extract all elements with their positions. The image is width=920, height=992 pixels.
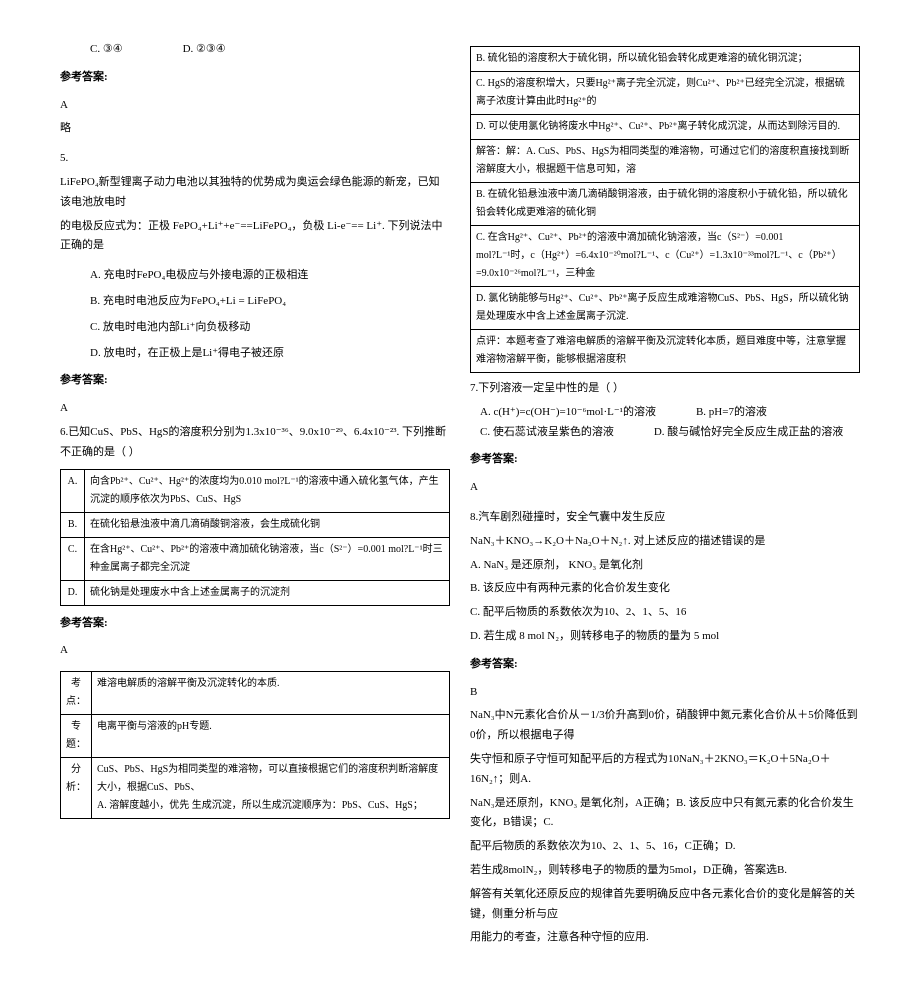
q5-a: A. 充电时FePO₄电极应与外接电源的正极相连 [90,266,450,286]
lue: 略 [60,119,450,139]
exp-6: 解答有关氧化还原反应的规律首先要明确反应中各元素化合价的变化是解答的关键，侧重分… [470,885,860,925]
exp-5: 若生成8molN₂，则转移电子的物质的量为5mol，D正确，答案选B. [470,861,860,881]
analysis-table: 考点：难溶电解质的溶解平衡及沉淀转化的本质. 专题：电离平衡与溶液的pH专题. … [60,671,450,819]
cell-c: C. [61,537,85,580]
q5-b: B. 充电时电池反应为FePO₄+Li = LiFePO₄ [90,292,450,312]
zhuanti-label: 专题： [61,715,92,758]
jc1: C. 在含Hg²⁺、Cu²⁺、Pb²⁺的溶液中滴加硫化钠溶液，当c（S²⁻）=0… [476,232,783,243]
q7: 7.下列溶液一定呈中性的是（ ） [470,379,860,399]
cell-d-text: 硫化钠是处理废水中含上述金属离子的沉淀剂 [85,580,450,605]
exp-3: NaN₃是还原剂，KNO₃ 是氧化剂，A正确；B. 该反应中只有氮元素的化合价发… [470,794,860,834]
answer-label-3: 参考答案: [60,614,450,634]
dp-text: 本题考查了难溶电解质的溶解平衡及沉淀转化本质，题目难度中等，注意掌握难溶物溶解平… [476,336,846,365]
q5-text2: 的电极反应式为：正极 FePO₄+Li⁺+e⁻==LiFePO₄，负极 Li-e… [60,217,450,257]
q8-a: A. NaN₃ 是还原剂， KNO₃ 是氧化剂 [470,556,860,576]
cell-b: B. [61,512,85,537]
jieda-a: 解：A. CuS、PbS、HgS为相同类型的难溶物，可通过它们的溶度积直接找到断… [476,146,849,175]
q5-num: 5. [60,149,450,169]
fenxi-a: A. 溶解度越小，优先 生成沉淀，所以生成沉淀顺序为：PbS、CuS、HgS； [97,800,423,811]
jieda-row: 解答：解：A. CuS、PbS、HgS为相同类型的难溶物，可通过它们的溶度积直接… [471,140,860,183]
q6-text: 6.已知CuS、PbS、HgS的溶度积分别为1.3x10⁻³⁶、9.0x10⁻²… [60,423,450,463]
answer-a3: A [60,641,450,661]
answer-label: 参考答案: [60,68,450,88]
fenxi-t: CuS、PbS、HgS为相同类型的难溶物，可以直接根据它们的溶度积判断溶解度大小… [97,764,438,793]
dp-label: 点评： [476,336,506,347]
answer-label-4: 参考答案: [470,450,860,470]
jieda-d: D. 氯化钠能够与Hg²⁺、Cu²⁺、Pb²⁺离子反应生成难溶物CuS、PbS、… [471,287,860,330]
jieda-label: 解答： [476,146,506,157]
fenxi-text: CuS、PbS、HgS为相同类型的难溶物，可以直接根据它们的溶度积判断溶解度大小… [92,758,450,819]
jieda-b: B. 在硫化铅悬浊液中滴几滴硝酸铜溶液，由于硫化铜的溶度积小于硫化铅，所以硫化铅… [471,183,860,226]
cell-d: D. [61,580,85,605]
right-column: B. 硫化铅的溶度积大于硫化铜，所以硫化铅会转化成更难溶的硫化铜沉淀； C. H… [470,40,860,952]
options-table-1: A.向含Pb²⁺、Cu²⁺、Hg²⁺的浓度均为0.010 mol?L⁻¹的溶液中… [60,469,450,606]
q8-2: NaN₃＋KNO₃→K₂O＋Na₂O＋N₂↑. 对上述反应的描述错误的是 [470,532,860,552]
exp-2: 失守恒和原子守恒可知配平后的方程式为10NaN₃＋2KNO₃＝K₂O＋5Na₂O… [470,750,860,790]
dianping-row: 点评：本题考查了难溶电解质的溶解平衡及沉淀转化本质，题目难度中等，注意掌握难溶物… [471,330,860,373]
cell-b-text: 在硫化铅悬浊液中滴几滴硝酸铜溶液，会生成硫化铜 [85,512,450,537]
exp-7: 用能力的考查，注意各种守恒的应用. [470,928,860,948]
kaodian-label: 考点： [61,672,92,715]
q7-c: C. 使石蕊试液呈紫色的溶液 [480,423,614,443]
q8-1: 8.汽车剧烈碰撞时，安全气囊中发生反应 [470,508,860,528]
answer-label-5: 参考答案: [470,655,860,675]
q5-d: D. 放电时，在正极上是Li⁺得电子被还原 [90,344,450,364]
q7-d: D. 酸与碱恰好完全反应生成正盐的溶液 [654,423,843,443]
line-d: D. 可以使用氯化钠将废水中Hg²⁺、Cu²⁺、Pb²⁺离子转化成沉淀，从而达到… [471,115,860,140]
exp-4: 配平后物质的系数依次为10、2、1、5、16，C正确；D. [470,837,860,857]
kaodian-text: 难溶电解质的溶解平衡及沉淀转化的本质. [92,672,450,715]
jieda-c: C. 在含Hg²⁺、Cu²⁺、Pb²⁺的溶液中滴加硫化钠溶液，当c（S²⁻）=0… [471,226,860,287]
q7-b: B. pH=7的溶液 [696,403,767,423]
cell-a: A. [61,469,85,512]
zhuanti-text: 电离平衡与溶液的pH专题. [92,715,450,758]
answer-a2: A [60,399,450,419]
cell-c-text: 在含Hg²⁺、Cu²⁺、Pb²⁺的溶液中滴加硫化钠溶液，当c（S²⁻）=0.00… [85,537,450,580]
line-c: C. HgS的溶度积增大，只要Hg²⁺离子完全沉淀，则Cu²⁺、Pb²⁺已经完全… [471,72,860,115]
q7-row1: A. c(H⁺)=c(OH⁻)=10⁻⁶mol·L⁻¹的溶液 B. pH=7的溶… [480,403,860,423]
answer-b: B [470,683,860,703]
answer-a: A [60,96,450,116]
line-b: B. 硫化铅的溶度积大于硫化铜，所以硫化铅会转化成更难溶的硫化铜沉淀； [471,47,860,72]
option-row: C. ③④ D. ②③④ [90,40,450,60]
q7-row2: C. 使石蕊试液呈紫色的溶液 D. 酸与碱恰好完全反应生成正盐的溶液 [480,423,860,443]
continuation-table: B. 硫化铅的溶度积大于硫化铜，所以硫化铅会转化成更难溶的硫化铜沉淀； C. H… [470,46,860,373]
q5-c: C. 放电时电池内部Li⁺向负极移动 [90,318,450,338]
q8-c: C. 配平后物质的系数依次为10、2、1、5、16 [470,603,860,623]
q8-d: D. 若生成 8 mol N₂，则转移电子的物质的量为 5 mol [470,627,860,647]
q5-text1: LiFePO₄新型锂离子动力电池以其独特的优势成为奥运会绿色能源的新宠，已知该电… [60,173,450,213]
fenxi-label: 分析： [61,758,92,819]
exp-1: NaN₃中N元素化合价从－1/3价升高到0价，硝酸钾中氮元素化合价从＋5价降低到… [470,706,860,746]
left-column: C. ③④ D. ②③④ 参考答案: A 略 5. LiFePO₄新型锂离子动力… [60,40,450,952]
jc2: mol?L⁻¹时，c（Hg²⁺）=6.4x10⁻²⁰mol?L⁻¹、c（Cu²⁺… [476,250,842,279]
q7-a: A. c(H⁺)=c(OH⁻)=10⁻⁶mol·L⁻¹的溶液 [480,403,656,423]
option-c: C. ③④ [90,40,123,60]
cell-a-text: 向含Pb²⁺、Cu²⁺、Hg²⁺的浓度均为0.010 mol?L⁻¹的溶液中通入… [85,469,450,512]
q8-b: B. 该反应中有两种元素的化合价发生变化 [470,579,860,599]
option-d: D. ②③④ [183,40,226,60]
answer-a4: A [470,478,860,498]
answer-label-2: 参考答案: [60,371,450,391]
